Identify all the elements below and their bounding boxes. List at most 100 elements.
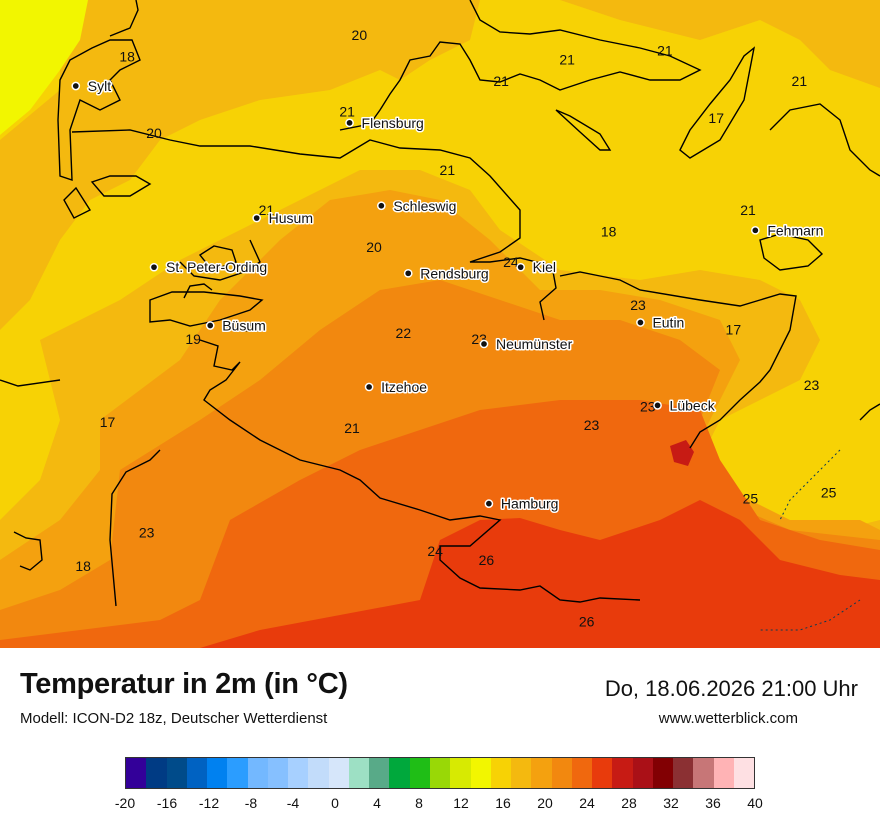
model-info: Modell: ICON-D2 18z, Deutscher Wetterdie… (20, 710, 328, 727)
temperature-value: 17 (100, 414, 116, 430)
temperature-value: 20 (366, 239, 382, 255)
temperature-value: 23 (640, 399, 656, 415)
chart-title: Temperatur in 2m (in °C) (20, 668, 348, 700)
legend-swatch (389, 758, 410, 788)
legend-swatch (207, 758, 228, 788)
temperature-value: 20 (146, 125, 162, 141)
city-marker[interactable] (403, 268, 413, 278)
city-label: Sylt (88, 78, 111, 94)
legend-swatch (348, 758, 370, 788)
legend-ticks: -20 -16 -12 -8 -4 0 4 8 12 16 20 24 28 32 36 40 (115, 795, 763, 815)
temperature-value: 24 (503, 254, 519, 270)
legend-swatch (733, 758, 755, 788)
temperature-value: 20 (352, 27, 368, 43)
temperature-value: 17 (708, 110, 724, 126)
city-label: Lübeck (670, 397, 716, 413)
forecast-datetime: Do, 18.06.2026 21:00 Uhr (604, 676, 858, 701)
legend-swatch (126, 758, 147, 788)
legend-swatch (673, 758, 694, 788)
temperature-value: 21 (259, 202, 275, 218)
legend-swatch (470, 758, 491, 788)
city-marker[interactable] (376, 201, 386, 211)
temperature-value: 21 (792, 73, 808, 89)
color-scale-legend (125, 757, 755, 789)
legend-swatch (146, 758, 167, 788)
city-marker[interactable] (653, 401, 662, 410)
legend-swatch (713, 758, 734, 788)
legend-swatch (693, 758, 714, 788)
legend-tick-label: 20 (537, 795, 553, 811)
temperature-value: 25 (821, 485, 837, 501)
temperature-value: 24 (427, 543, 443, 559)
city-marker[interactable] (71, 81, 81, 91)
temperature-value: 22 (396, 325, 412, 341)
temperature-value: 18 (75, 558, 91, 574)
temperature-map: 20 21 21 18 21 21 21 17 20 21 21 21 18 20 24 23 22 22 17 23… (0, 0, 880, 648)
legend-tick-label: 36 (705, 795, 721, 811)
temperature-value: 18 (119, 48, 135, 64)
legend-swatch (247, 758, 268, 788)
temperature-value: 18 (601, 223, 617, 239)
temperature-value: 26 (579, 614, 595, 630)
legend-swatch (450, 758, 471, 788)
legend-tick-label: 0 (331, 795, 339, 811)
temperature-value: 19 (185, 331, 201, 347)
legend-swatch (166, 758, 187, 788)
temperature-value: 21 (559, 51, 575, 67)
legend-swatch (632, 758, 653, 788)
coastline (0, 0, 880, 607)
city-marker[interactable] (364, 382, 374, 392)
legend-tick-label: 28 (621, 795, 637, 811)
city-marker[interactable] (516, 262, 526, 272)
legend-swatch (531, 758, 552, 788)
city-label: Rendsburg (420, 265, 489, 281)
legend-tick-label: 4 (373, 795, 381, 811)
legend-tick-label: 24 (579, 795, 595, 811)
city-label: Flensburg (362, 115, 424, 131)
city-marker[interactable] (345, 118, 354, 128)
legend-swatch (227, 758, 248, 788)
legend-swatch (612, 758, 633, 788)
city-marker[interactable] (750, 225, 760, 235)
temperature-value: 21 (440, 162, 456, 178)
city-label: Neumünster (496, 336, 573, 352)
legend-tick-label: -4 (286, 795, 300, 811)
temperature-value: 23 (804, 377, 820, 393)
legend-swatch (409, 758, 430, 788)
city-marker[interactable] (479, 339, 489, 349)
temperature-value: 22 (244, 319, 260, 335)
legend-tick-label: -16 (156, 795, 178, 811)
legend-swatch (511, 758, 532, 788)
city-label: Schleswig (393, 198, 456, 214)
temperature-field (0, 0, 880, 648)
legend-tick-label: 16 (495, 795, 511, 811)
city-marker[interactable] (205, 321, 215, 330)
legend-tick-label: 8 (415, 795, 423, 811)
temperature-value: 21 (740, 202, 756, 218)
city-label: Büsum (222, 318, 266, 334)
legend-swatch (328, 758, 349, 788)
city-marker[interactable] (149, 262, 159, 272)
legend-swatch (308, 758, 329, 788)
city-label: St. Peter-Ording (166, 259, 267, 275)
legend-swatch (186, 758, 208, 788)
city-marker[interactable] (484, 499, 494, 509)
legend-swatch (288, 758, 309, 788)
website-link[interactable]: www.wetterblick.com (658, 710, 798, 727)
legend-tick-label: -8 (244, 795, 258, 811)
temperature-value: 26 (479, 552, 495, 568)
legend-swatch (490, 758, 512, 788)
temperature-value: 23 (630, 297, 646, 313)
city-marker[interactable] (636, 318, 645, 327)
legend-tick-label: -12 (198, 795, 220, 811)
temperature-value: 23 (584, 417, 600, 433)
city-marker[interactable] (252, 213, 262, 223)
city-label: Fehmarn (767, 222, 823, 238)
city-label: Itzehoe (381, 379, 427, 395)
temperature-values: 20 21 21 18 21 21 21 17 20 21 21 21 18 20 24 23 22 22 17 23… (75, 27, 836, 630)
city-label: Husum (269, 210, 313, 226)
legend-swatch (429, 758, 451, 788)
legend-tick-label: 12 (453, 795, 469, 811)
temperature-value: 21 (657, 42, 673, 58)
legend-swatch (592, 758, 613, 788)
